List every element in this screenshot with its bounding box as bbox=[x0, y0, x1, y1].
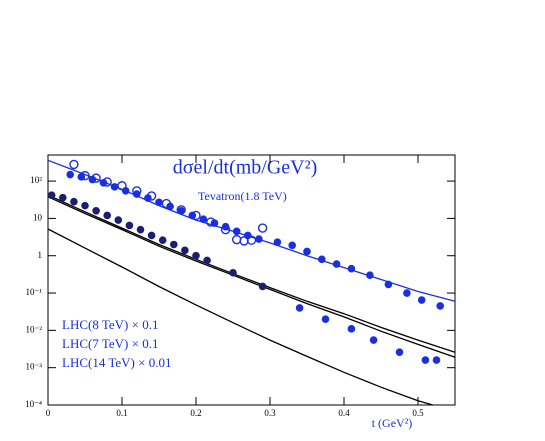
data-point bbox=[203, 256, 211, 265]
data-point bbox=[191, 210, 201, 221]
x-axis-label: t (GeV²) bbox=[372, 416, 413, 430]
data-point bbox=[170, 240, 178, 249]
data-point bbox=[155, 198, 163, 207]
data-point bbox=[199, 215, 208, 224]
curve bbox=[47, 196, 456, 358]
y-tick-label: 10⁻² bbox=[26, 324, 43, 334]
annotation: LHC(8 TeV) × 0.1 bbox=[62, 317, 158, 332]
data-point bbox=[114, 216, 123, 224]
x-tick-label: 0.1 bbox=[116, 408, 127, 418]
data-point bbox=[369, 336, 378, 344]
data-point bbox=[231, 234, 242, 245]
data-point bbox=[295, 304, 304, 312]
data-point bbox=[47, 191, 56, 199]
data-point bbox=[59, 193, 67, 202]
data-point bbox=[80, 170, 90, 181]
annotation: LHC(14 TeV) × 0.01 bbox=[62, 355, 171, 370]
data-point bbox=[332, 260, 341, 268]
y-tick-label: 10⁻¹ bbox=[26, 287, 43, 297]
annotation: LHC(7 TeV) × 0.1 bbox=[62, 336, 158, 351]
data-point bbox=[318, 255, 326, 264]
y-tick-label: 10⁻⁴ bbox=[25, 399, 42, 409]
data-point bbox=[229, 268, 237, 277]
curve bbox=[47, 228, 433, 406]
data-point bbox=[69, 159, 79, 170]
data-point bbox=[136, 225, 145, 234]
data-point bbox=[132, 186, 142, 196]
data-point bbox=[92, 206, 100, 215]
data-point bbox=[161, 198, 172, 209]
x-tick-label: 0.2 bbox=[190, 408, 201, 418]
data-point bbox=[321, 315, 330, 323]
data-point bbox=[417, 296, 426, 304]
data-point bbox=[147, 231, 156, 240]
data-point bbox=[395, 348, 404, 356]
data-point bbox=[110, 183, 119, 191]
data-point bbox=[192, 251, 200, 260]
data-point bbox=[103, 211, 111, 220]
y-tick-label: 10 bbox=[33, 212, 43, 222]
data-point bbox=[146, 191, 157, 201]
data-point bbox=[176, 205, 186, 215]
data-point bbox=[436, 302, 445, 310]
data-point bbox=[366, 271, 374, 280]
data-point bbox=[206, 217, 216, 227]
data-point bbox=[384, 280, 393, 289]
data-point bbox=[181, 246, 189, 255]
x-tick-label: 0.4 bbox=[338, 408, 350, 418]
data-point bbox=[246, 235, 257, 245]
data-point bbox=[220, 224, 231, 235]
data-point bbox=[70, 197, 78, 206]
data-point bbox=[255, 235, 263, 243]
y-tick-label: 10² bbox=[30, 175, 42, 185]
data-point bbox=[232, 227, 241, 236]
data-point bbox=[303, 247, 311, 256]
y-tick-label: 1 bbox=[38, 250, 43, 260]
annotation: Tevatron(1.8 TeV) bbox=[198, 189, 287, 203]
data-point bbox=[158, 236, 167, 245]
y-tick-label: 10⁻³ bbox=[26, 362, 43, 372]
data-point bbox=[257, 223, 268, 233]
data-point bbox=[81, 201, 89, 210]
data-point bbox=[403, 289, 411, 297]
data-point bbox=[125, 221, 134, 230]
x-tick-label: 0.5 bbox=[412, 408, 424, 418]
data-point bbox=[91, 173, 101, 183]
data-point bbox=[102, 177, 112, 187]
data-point bbox=[288, 241, 297, 250]
plot-frame bbox=[47, 154, 456, 406]
data-point bbox=[117, 181, 127, 191]
data-point bbox=[273, 238, 282, 247]
data-point bbox=[432, 356, 441, 364]
x-tick-label: 0.3 bbox=[264, 408, 276, 418]
data-point bbox=[421, 356, 430, 364]
chart-title: dσel/dt(mb/GeV²) bbox=[173, 157, 318, 179]
data-point bbox=[258, 282, 267, 291]
data-point bbox=[347, 264, 356, 273]
data-point bbox=[347, 325, 356, 333]
x-tick-label: 0 bbox=[46, 408, 51, 418]
curve bbox=[47, 194, 456, 353]
data-point bbox=[66, 170, 74, 179]
